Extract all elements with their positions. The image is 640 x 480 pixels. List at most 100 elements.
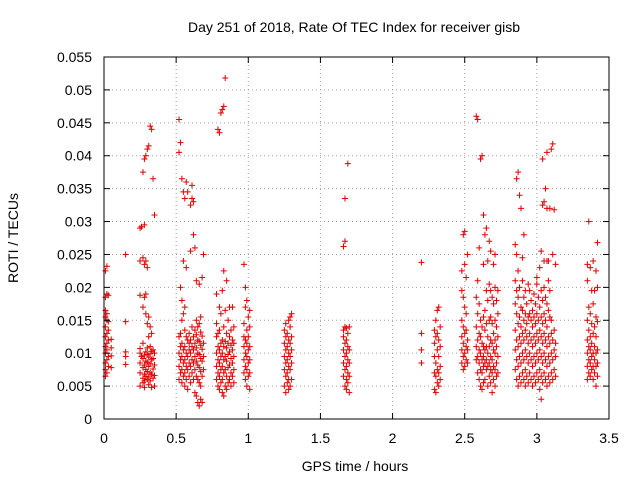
data-point bbox=[528, 337, 535, 344]
data-point bbox=[480, 261, 487, 268]
data-point bbox=[546, 287, 553, 294]
data-point bbox=[189, 343, 196, 350]
data-point bbox=[177, 139, 184, 146]
data-point bbox=[227, 369, 234, 376]
data-point bbox=[529, 307, 536, 314]
data-point bbox=[219, 376, 226, 383]
data-point bbox=[145, 381, 152, 388]
data-point bbox=[593, 363, 600, 370]
data-point bbox=[513, 251, 520, 258]
data-point bbox=[105, 363, 112, 370]
data-point bbox=[542, 317, 549, 324]
data-point bbox=[216, 327, 223, 334]
data-point bbox=[480, 353, 487, 360]
data-point bbox=[474, 277, 481, 284]
y-tick-label: 0.015 bbox=[57, 312, 92, 328]
data-point bbox=[486, 317, 493, 324]
data-point bbox=[539, 156, 546, 163]
data-point bbox=[519, 307, 526, 314]
data-point bbox=[520, 294, 527, 301]
data-point bbox=[490, 300, 497, 307]
data-point bbox=[176, 363, 183, 370]
data-point bbox=[242, 376, 249, 383]
data-point bbox=[487, 248, 494, 255]
data-point bbox=[189, 356, 196, 363]
data-point bbox=[435, 353, 442, 360]
data-point bbox=[193, 358, 200, 365]
data-point bbox=[246, 323, 253, 330]
data-point bbox=[287, 383, 294, 390]
data-point bbox=[513, 287, 520, 294]
data-point bbox=[533, 281, 540, 288]
data-point bbox=[517, 360, 524, 367]
data-point bbox=[523, 333, 530, 340]
data-point bbox=[225, 351, 232, 358]
data-point bbox=[545, 307, 552, 314]
data-point bbox=[199, 333, 206, 340]
data-point bbox=[187, 379, 194, 386]
y-axis-label: ROTI / TECUs bbox=[5, 193, 21, 283]
data-point bbox=[526, 330, 533, 337]
data-point bbox=[515, 383, 522, 390]
data-point bbox=[490, 376, 497, 383]
data-point bbox=[183, 376, 190, 383]
data-point bbox=[139, 304, 146, 311]
data-point bbox=[432, 360, 439, 367]
data-point bbox=[105, 318, 112, 325]
data-point bbox=[461, 350, 468, 357]
data-point bbox=[543, 383, 550, 390]
data-point bbox=[588, 353, 595, 360]
data-point bbox=[546, 313, 553, 320]
data-point bbox=[150, 365, 157, 372]
data-point bbox=[519, 369, 526, 376]
data-point bbox=[139, 355, 146, 362]
data-point bbox=[346, 360, 353, 367]
data-point bbox=[240, 320, 247, 327]
data-point bbox=[122, 348, 129, 355]
data-point bbox=[190, 231, 197, 238]
data-point bbox=[197, 396, 204, 403]
data-point bbox=[473, 343, 480, 350]
data-point bbox=[460, 323, 467, 330]
data-point bbox=[246, 343, 253, 350]
data-point bbox=[193, 344, 200, 351]
data-point bbox=[144, 351, 151, 358]
data-point bbox=[102, 366, 109, 373]
data-point bbox=[181, 383, 188, 390]
data-point bbox=[525, 379, 532, 386]
data-point bbox=[512, 300, 519, 307]
data-point bbox=[476, 346, 483, 353]
data-point bbox=[199, 346, 206, 353]
data-point bbox=[246, 356, 253, 363]
data-point bbox=[483, 356, 490, 363]
data-point bbox=[199, 358, 206, 365]
data-point bbox=[225, 317, 232, 324]
data-point bbox=[432, 317, 439, 324]
data-point bbox=[545, 333, 552, 340]
data-point bbox=[225, 379, 232, 386]
data-point bbox=[148, 330, 155, 337]
data-point bbox=[532, 360, 539, 367]
x-tick-labels: 0 0.5 1 1.5 2 2.5 3 3.5 bbox=[100, 430, 619, 446]
data-point bbox=[516, 353, 523, 360]
data-point bbox=[103, 330, 110, 337]
data-point bbox=[178, 340, 185, 347]
data-point bbox=[103, 310, 110, 317]
data-point bbox=[227, 327, 234, 334]
data-point bbox=[343, 376, 350, 383]
data-point bbox=[243, 353, 250, 360]
data-point bbox=[229, 360, 236, 367]
data-point bbox=[148, 384, 155, 391]
data-point bbox=[178, 366, 185, 373]
data-point bbox=[178, 317, 185, 324]
data-point bbox=[533, 369, 540, 376]
data-point bbox=[551, 346, 558, 353]
data-point bbox=[480, 379, 487, 386]
data-point bbox=[515, 320, 522, 327]
data-point bbox=[474, 337, 481, 344]
data-point bbox=[243, 297, 250, 304]
data-point bbox=[284, 369, 291, 376]
data-point bbox=[535, 317, 542, 324]
data-point bbox=[191, 353, 198, 360]
data-point bbox=[541, 369, 548, 376]
